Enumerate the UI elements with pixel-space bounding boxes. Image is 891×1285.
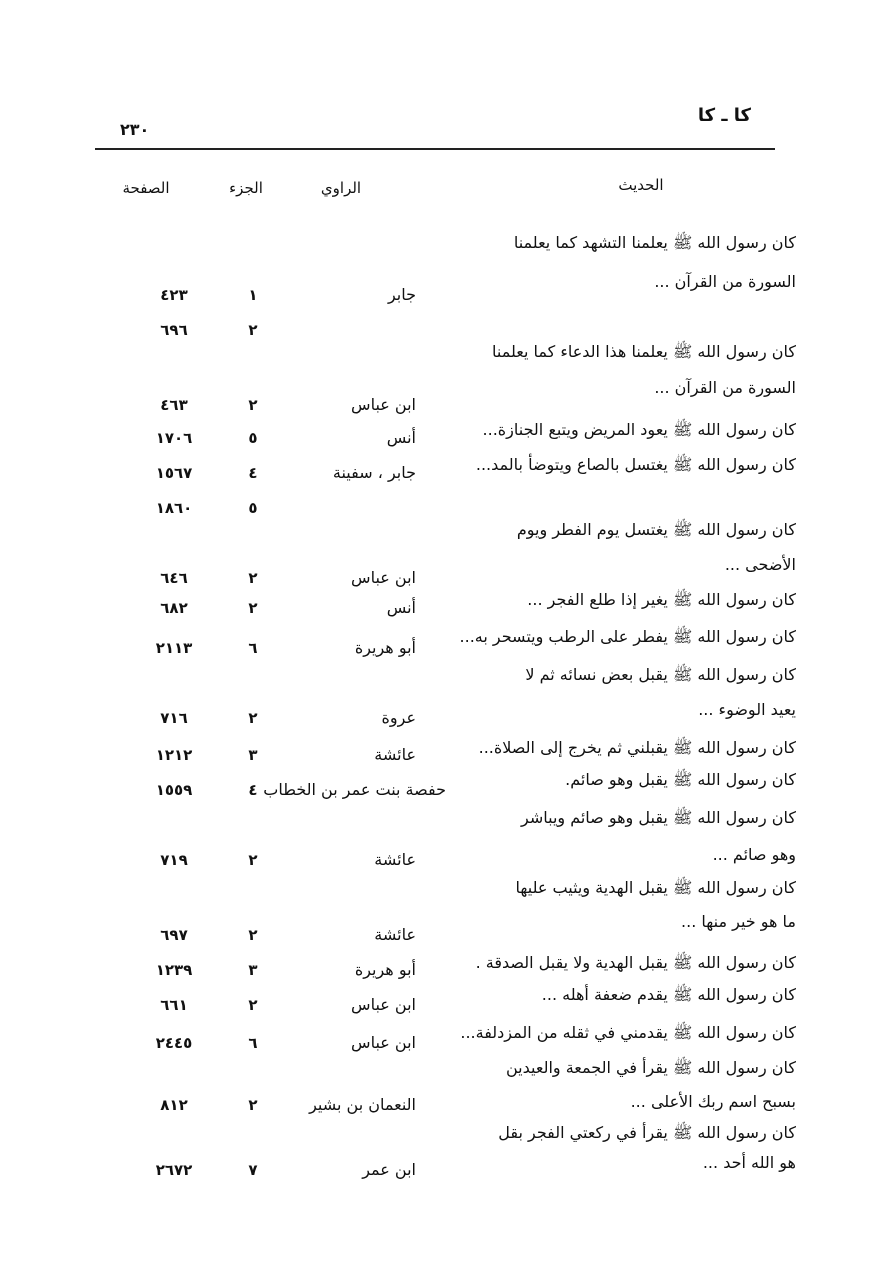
page-reference: ٢٦٧٢ (155, 1161, 193, 1179)
page-reference: ٢١١٣ (155, 639, 193, 657)
hadith-text: ما هو خير منها ... (681, 912, 796, 931)
column-header-volume: الجزء (229, 179, 263, 197)
hadith-text: السورة من القرآن ... (654, 272, 796, 291)
page-reference: ٦٩٦ (160, 321, 188, 339)
hadith-text: السورة من القرآن ... (654, 378, 796, 397)
section-header: كا ـ كا (697, 105, 751, 126)
narrator: جابر ، سفينة (332, 463, 416, 482)
hadith-text: كان رسول الله ﷺ يقبل وهو صائم. (565, 770, 796, 789)
column-header-narrator: الراوي (320, 179, 362, 197)
header-rule (95, 148, 775, 150)
volume-number: ٢ (248, 851, 258, 869)
hadith-text: كان رسول الله ﷺ يقبل الهدية ولا يقبل الص… (475, 953, 796, 972)
volume-number: ٢ (248, 996, 258, 1014)
page-reference: ٦٦١ (160, 996, 188, 1014)
hadith-text: كان رسول الله ﷺ يغير إذا طلع الفجر ... (527, 590, 796, 609)
page-reference: ٤٢٣ (160, 286, 188, 304)
narrator: عروة (381, 708, 416, 727)
hadith-text: كان رسول الله ﷺ يقرأ في ركعتي الفجر بقل (498, 1123, 796, 1142)
hadith-text: هو الله أحد ... (702, 1153, 796, 1172)
column-header-page: الصفحة (122, 179, 170, 197)
narrator: النعمان بن بشير (309, 1095, 416, 1114)
volume-number: ٤ (248, 781, 258, 799)
narrator: ابن عمر (362, 1160, 416, 1179)
narrator: أبو هريرة (354, 638, 416, 657)
hadith-text: كان رسول الله ﷺ يعلمنا هذا الدعاء كما يع… (491, 342, 796, 361)
hadith-text: كان رسول الله ﷺ يقرأ في الجمعة والعيدين (505, 1058, 796, 1077)
page-reference: ٦٤٦ (160, 569, 188, 587)
page-reference: ٦٩٧ (160, 926, 188, 944)
page-reference: ١٢١٢ (155, 746, 193, 764)
page-reference: ١٧٠٦ (155, 429, 193, 447)
hadith-text: كان رسول الله ﷺ يقبل وهو صائم ويباشر (521, 808, 796, 827)
volume-number: ٧ (248, 1161, 258, 1179)
hadith-text: كان رسول الله ﷺ يفطر على الرطب ويتسحر به… (459, 627, 796, 646)
hadith-text: كان رسول الله ﷺ يعود المريض ويتبع الجناز… (482, 420, 796, 439)
narrator: جابر (387, 285, 416, 304)
page-reference: ٧١٦ (160, 709, 188, 727)
page-reference: ٢٤٤٥ (155, 1034, 193, 1052)
column-header-hadith: الحديث (618, 176, 664, 194)
hadith-text: وهو صائم ... (712, 845, 796, 864)
hadith-text: يعيد الوضوء ... (698, 700, 796, 719)
volume-number: ٢ (248, 926, 258, 944)
hadith-text: كان رسول الله ﷺ يغتسل بالصاع ويتوضأ بالم… (475, 455, 796, 474)
volume-number: ٦ (248, 639, 258, 657)
volume-number: ١ (248, 286, 258, 304)
page-number: ٢٣٠ (120, 120, 150, 139)
hadith-text: بسبح اسم ربك الأعلى ... (630, 1092, 796, 1111)
volume-number: ٦ (248, 1034, 258, 1052)
hadith-text: كان رسول الله ﷺ يقدمني في ثقله من المزدل… (460, 1023, 796, 1042)
hadith-text: كان رسول الله ﷺ يقبل بعض نسائه ثم لا (525, 665, 796, 684)
hadith-text: كان رسول الله ﷺ يقبلني ثم يخرج إلى الصلا… (478, 738, 796, 757)
narrator: أنس (386, 598, 416, 617)
volume-number: ٣ (248, 746, 258, 764)
hadith-text: كان رسول الله ﷺ يغتسل يوم الفطر ويوم (516, 520, 796, 539)
page-reference: ١٥٦٧ (155, 464, 193, 482)
hadith-text: كان رسول الله ﷺ يعلمنا التشهد كما يعلمنا (513, 233, 796, 252)
page-reference: ١٢٣٩ (155, 961, 193, 979)
narrator: ابن عباس (351, 568, 416, 587)
volume-number: ٢ (248, 599, 258, 617)
page-reference: ٧١٩ (160, 851, 188, 869)
page-reference: ٦٨٢ (160, 599, 188, 617)
volume-number: ٢ (248, 569, 258, 587)
page-reference: ١٥٥٩ (155, 781, 193, 799)
narrator: ابن عباس (351, 395, 416, 414)
page-reference: ١٨٦٠ (155, 499, 193, 517)
volume-number: ٣ (248, 961, 258, 979)
hadith-text: الأضحى ... (724, 555, 796, 574)
volume-number: ٢ (248, 1096, 258, 1114)
narrator: أبو هريرة (354, 960, 416, 979)
narrator: ابن عباس (351, 1033, 416, 1052)
narrator: ابن عباس (351, 995, 416, 1014)
page-reference: ٨١٢ (160, 1096, 188, 1114)
volume-number: ٥ (248, 429, 258, 447)
page-reference: ٤٦٣ (160, 396, 188, 414)
volume-number: ٤ (248, 464, 258, 482)
volume-number: ٢ (248, 709, 258, 727)
hadith-text: كان رسول الله ﷺ يقدم ضعفة أهله ... (541, 985, 796, 1004)
volume-number: ٢ (248, 396, 258, 414)
hadith-text: كان رسول الله ﷺ يقبل الهدية ويثيب عليها (515, 878, 796, 897)
narrator: عائشة (374, 850, 416, 869)
narrator: عائشة (374, 925, 416, 944)
narrator: عائشة (374, 745, 416, 764)
narrator: حفصة بنت عمر بن الخطاب (263, 780, 446, 799)
volume-number: ٢ (248, 321, 258, 339)
narrator: أنس (386, 428, 416, 447)
volume-number: ٥ (248, 499, 258, 517)
